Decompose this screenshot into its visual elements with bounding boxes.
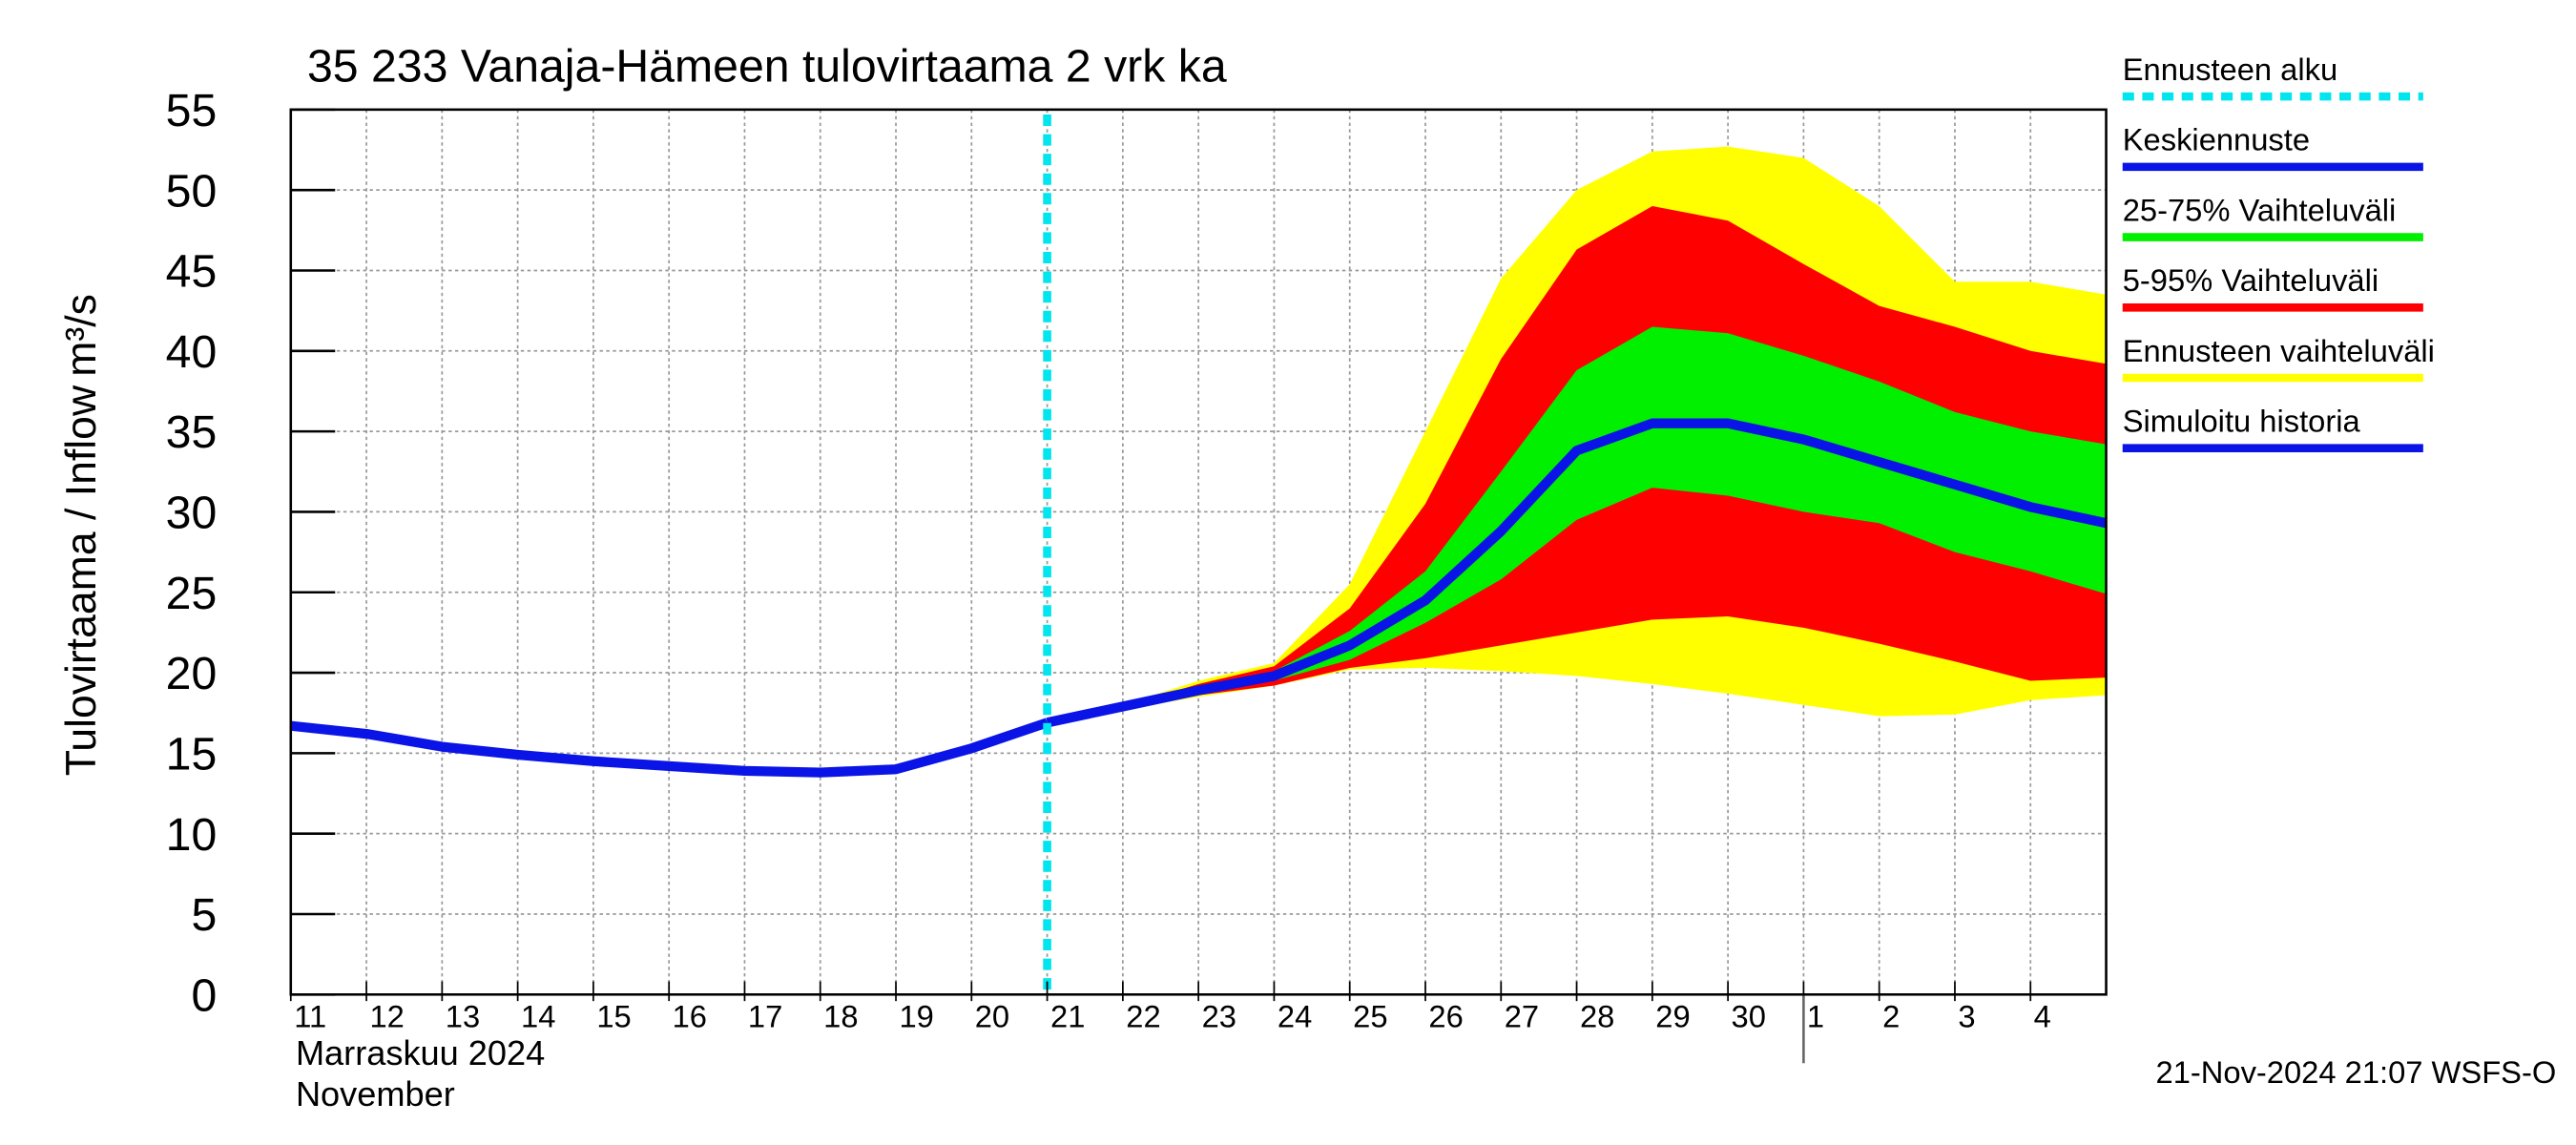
y-axis-unit: m³/s (58, 294, 105, 377)
legend-label: Ennusteen vaihteluväli (2123, 333, 2435, 368)
y-tick-label: 25 (166, 568, 218, 619)
x-tick-label: 27 (1505, 999, 1539, 1034)
x-tick-label: 2 (1882, 999, 1900, 1034)
y-axis-label: Tulovirtaama / Inflow (58, 385, 105, 776)
x-tick-label: 21 (1050, 999, 1085, 1034)
line (1046, 418, 2108, 728)
y-tick-label: 20 (166, 648, 218, 699)
band (1047, 326, 2107, 723)
y-tick-label: 45 (166, 246, 218, 298)
x-tick-label: 29 (1655, 999, 1690, 1034)
line (290, 718, 1049, 778)
x-tick-label: 12 (370, 999, 405, 1034)
x-tick-label: 4 (2034, 999, 2051, 1034)
x-tick-label: 30 (1732, 999, 1766, 1034)
x-tick-label: 25 (1353, 999, 1387, 1034)
x-tick-label: 15 (596, 999, 631, 1034)
chart-title: 35 233 Vanaja-Hämeen tulovirtaama 2 vrk … (307, 41, 1227, 93)
month-label: November (296, 1074, 455, 1114)
y-tick-label: 5 (191, 889, 217, 941)
plot-frame (289, 108, 2108, 996)
x-tick-label: 26 (1428, 999, 1463, 1034)
legend-label: Simuloitu historia (2123, 404, 2361, 439)
y-tick-label: 10 (166, 809, 218, 861)
x-tick-label: 17 (748, 999, 782, 1034)
y-tick-label: 50 (166, 165, 218, 217)
x-tick-label: 22 (1126, 999, 1160, 1034)
legend: Ennusteen alku Keskiennuste 25-75% Vaihtel… (2123, 52, 2435, 452)
legend-label: 5-95% Vaihteluväli (2123, 262, 2379, 298)
legend-label: 25-75% Vaihteluväli (2123, 192, 2397, 227)
plot-area (290, 114, 2108, 995)
x-tick-label: 13 (446, 999, 480, 1034)
x-tick-label: 11 (294, 999, 326, 1034)
y-tick-label: 55 (166, 85, 218, 136)
y-tick-label: 15 (166, 729, 218, 781)
x-tick-label: 16 (673, 999, 707, 1034)
y-tick-label: 30 (166, 488, 218, 539)
x-tick-label: 18 (823, 999, 858, 1034)
y-tick-label: 40 (166, 326, 218, 378)
x-tick-label: 14 (521, 999, 555, 1034)
x-tick-label: 3 (1958, 999, 1975, 1034)
timestamp: 21-Nov-2024 21:07 WSFS-O (2156, 1054, 2557, 1090)
legend-label: Ennusteen alku (2123, 52, 2337, 87)
month-label: Marraskuu 2024 (296, 1033, 545, 1072)
y-tick-label: 35 (166, 406, 218, 458)
legend-label: Keskiennuste (2123, 122, 2310, 157)
x-tick-label: 23 (1202, 999, 1236, 1034)
x-tick-label: 28 (1580, 999, 1614, 1034)
y-tick-label: 0 (191, 970, 217, 1022)
x-tick-label: 19 (899, 999, 933, 1034)
x-tick-label: 24 (1278, 999, 1312, 1034)
x-tick-label: 1 (1807, 999, 1824, 1034)
x-tick-label: 20 (975, 999, 1009, 1034)
